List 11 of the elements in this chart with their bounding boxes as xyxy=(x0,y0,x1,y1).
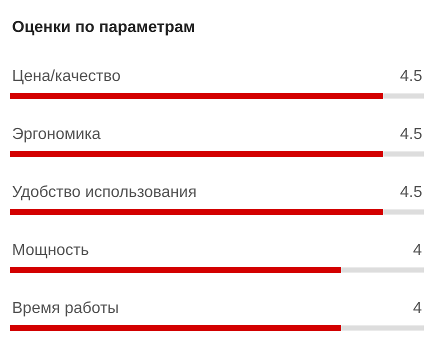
y-tick-label: Эргономика xyxy=(12,126,101,143)
chart-title: Оценки по параметрам xyxy=(12,19,196,36)
data-label: 4 xyxy=(413,300,422,317)
y-tick-label: Цена/качество xyxy=(12,68,121,85)
y-tick-label: Время работы xyxy=(12,300,119,317)
y-tick-label: Мощность xyxy=(12,242,89,259)
y-tick-label: Удобство использования xyxy=(12,184,197,201)
data-label: 4.5 xyxy=(400,68,422,85)
data-label: 4.5 xyxy=(400,184,422,201)
data-label: 4 xyxy=(413,242,422,259)
data-label: 4.5 xyxy=(400,126,422,143)
